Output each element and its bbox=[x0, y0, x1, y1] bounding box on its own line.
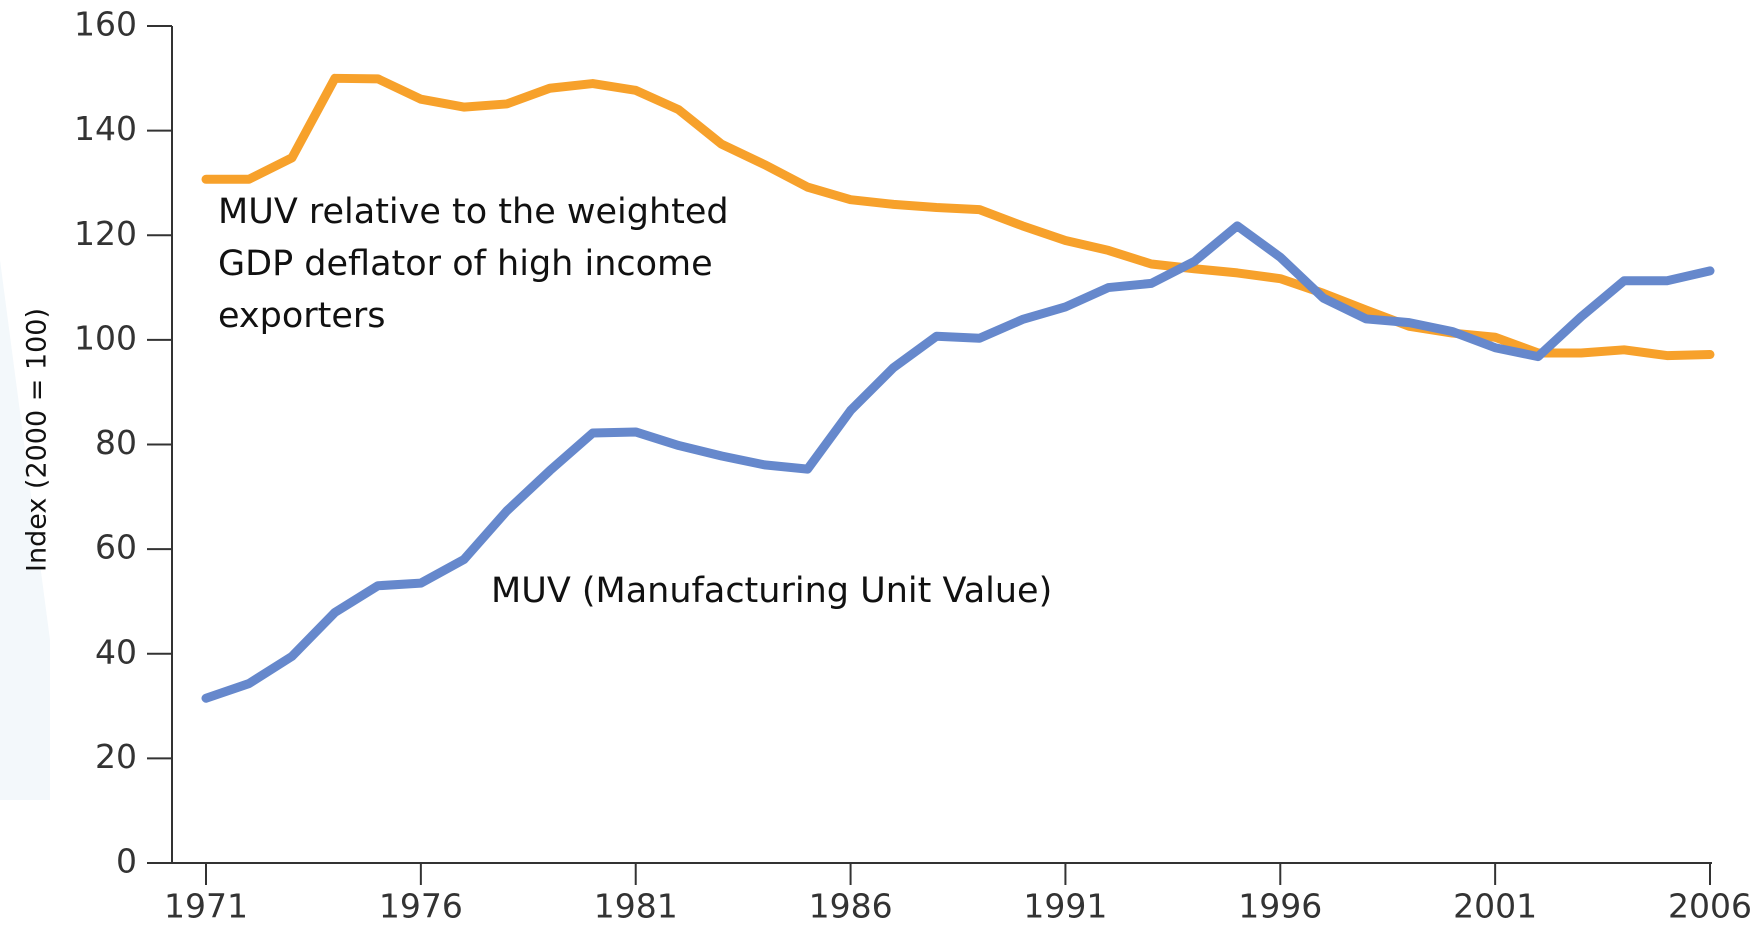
y-axis-label: Index (2000 = 100) bbox=[22, 308, 53, 572]
x-tick-label: 1981 bbox=[594, 887, 678, 926]
series-label: MUV (Manufacturing Unit Value) bbox=[491, 571, 1053, 611]
y-tick-label: 80 bbox=[95, 423, 137, 462]
x-tick-label: 1971 bbox=[164, 887, 248, 926]
x-tick-label: 2001 bbox=[1453, 887, 1537, 926]
x-tick-label: 1991 bbox=[1023, 887, 1107, 926]
background-shape bbox=[0, 260, 50, 800]
y-tick-label: 100 bbox=[74, 318, 137, 357]
y-tick-label: 120 bbox=[74, 214, 137, 253]
x-tick-label: 1996 bbox=[1238, 887, 1322, 926]
x-tick-label: 1986 bbox=[809, 887, 893, 926]
x-tick-label: 2006 bbox=[1668, 887, 1752, 926]
series-label: MUV relative to the weighted GDP deflato… bbox=[218, 192, 729, 336]
y-tick-label: 160 bbox=[74, 5, 137, 44]
y-tick-label: 20 bbox=[95, 737, 137, 776]
y-tick-label: 0 bbox=[116, 842, 137, 881]
y-tick-label: 140 bbox=[74, 109, 137, 148]
x-tick-label: 1976 bbox=[379, 887, 463, 926]
line bbox=[201, 221, 1715, 703]
y-tick-label: 60 bbox=[95, 528, 137, 567]
y-tick-label: 40 bbox=[95, 632, 137, 671]
